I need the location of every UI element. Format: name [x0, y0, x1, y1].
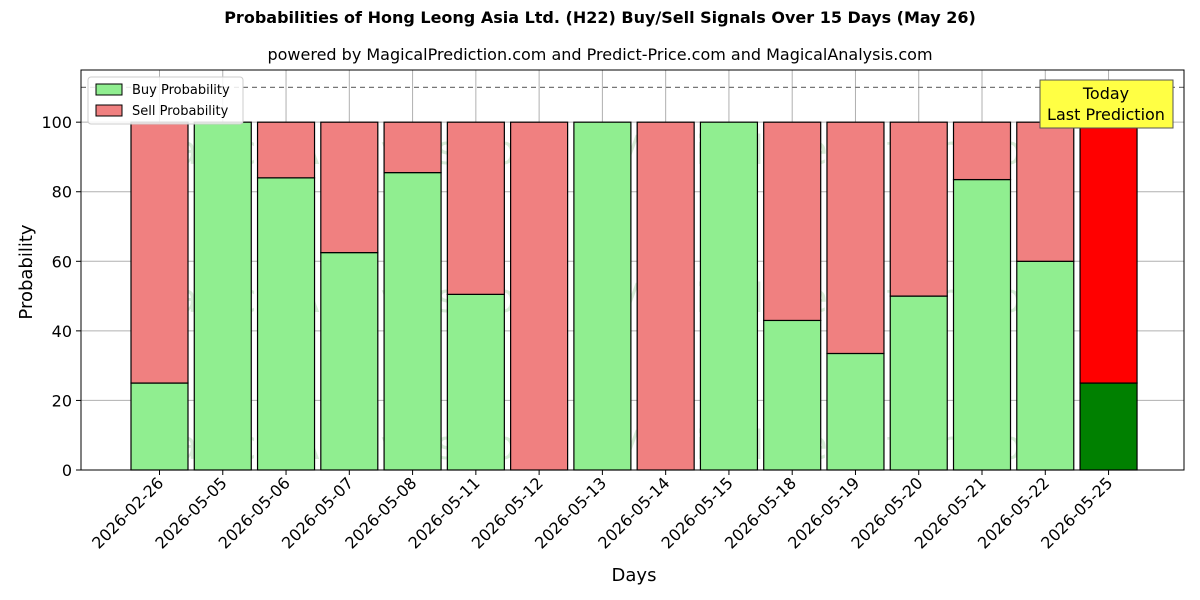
bar-sell — [510, 121, 569, 471]
bar-sell — [383, 121, 442, 174]
bar-buy — [256, 177, 316, 471]
bar-sell — [130, 121, 189, 384]
bar-buy — [573, 121, 632, 471]
bar-sell — [1016, 121, 1075, 262]
y-tick-label: 0 — [62, 461, 72, 480]
bar-buy — [383, 172, 442, 471]
bar-buy — [193, 121, 252, 471]
bar-sell — [889, 121, 948, 297]
y-tick-label: 20 — [52, 391, 72, 410]
bar-buy — [952, 178, 1012, 471]
bar-layer — [81, 86, 1184, 471]
annotation-line-1: Today — [1082, 84, 1129, 103]
bar-buy — [446, 293, 505, 471]
annotation-line-2: Last Prediction — [1047, 105, 1165, 124]
legend-label-buy: Buy Probability — [132, 83, 230, 98]
bar-buy — [1079, 382, 1138, 471]
bar-buy — [763, 319, 822, 471]
legend-label-sell: Sell Probability — [132, 104, 229, 119]
plot-frame — [80, 69, 1185, 471]
bar-sell — [256, 121, 316, 179]
bar-buy — [699, 121, 759, 471]
x-axis-title: Days — [612, 565, 657, 586]
today-annotation: Today Last Prediction — [1039, 79, 1174, 129]
bar-sell — [320, 121, 379, 254]
bar-buy — [826, 352, 885, 471]
legend-swatch-buy — [95, 83, 123, 96]
bar-sell — [636, 121, 695, 471]
chart-title: Probabilities of Hong Leong Asia Ltd. (H… — [224, 8, 976, 27]
bar-buy — [130, 382, 189, 471]
bar-sell — [826, 121, 885, 355]
y-axis-title: Probability — [16, 224, 37, 319]
bar-buy — [320, 252, 379, 471]
legend: Buy Probability Sell Probability — [87, 76, 244, 125]
y-tick-label: 60 — [52, 252, 72, 271]
y-tick-label: 100 — [41, 113, 72, 132]
chart-subtitle: powered by MagicalPrediction.com and Pre… — [267, 45, 933, 64]
y-tick-label: 40 — [52, 322, 72, 341]
bar-sell — [763, 121, 822, 322]
bar-sell — [952, 121, 1012, 181]
bar-sell — [1079, 121, 1138, 384]
y-tick-label: 80 — [52, 183, 72, 202]
legend-swatch-sell — [95, 104, 123, 117]
annotation-box — [1039, 79, 1174, 129]
bar-sell — [446, 121, 505, 295]
legend-frame — [87, 76, 244, 125]
bar-buy — [889, 295, 948, 471]
bar-buy — [1016, 260, 1075, 471]
